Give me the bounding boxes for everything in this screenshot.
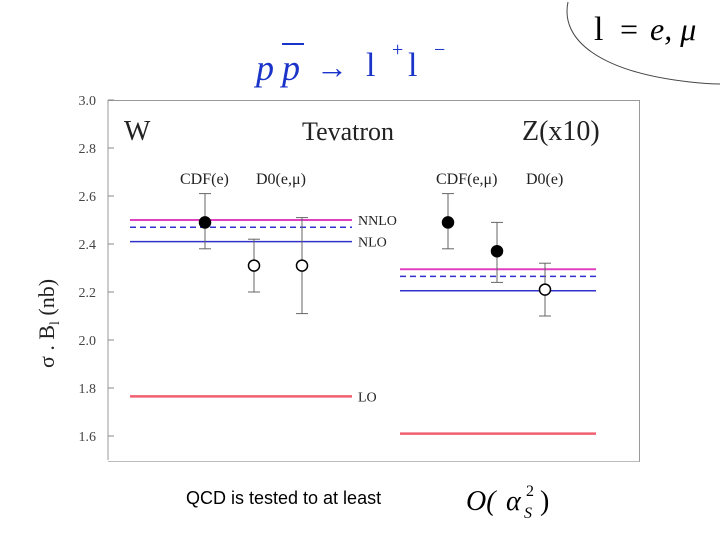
y-tick-label: 2.4 <box>79 238 97 253</box>
plot-frame <box>108 100 640 462</box>
theory-label-nnlo: NNLO <box>358 214 397 229</box>
y-tick-label: 2.2 <box>79 286 97 301</box>
chart-title: Tevatron <box>302 117 394 146</box>
beam-p: p <box>253 48 274 88</box>
y-axis: 1.6 1.8 2.0 2.2 2.4 2.6 2.8 3.0 <box>79 94 114 460</box>
lepton-definition: l = e, μ <box>594 11 696 48</box>
y-tick-label: 3.0 <box>79 94 97 109</box>
y-tick-label: 2.6 <box>79 190 97 205</box>
reaction-formula: p p → l + l − <box>253 39 445 88</box>
lepton-symbol: l <box>594 11 603 48</box>
arrow-symbol: → <box>316 49 348 85</box>
order-sup: 2 <box>526 483 534 500</box>
lepton-1: l <box>366 47 375 84</box>
data-point <box>538 283 552 296</box>
data-point <box>490 244 504 258</box>
equals-sign: = <box>620 11 638 47</box>
panel-label-z: Z(x10) <box>522 116 600 147</box>
plus-sign: + <box>392 39 403 61</box>
beam-pbar: p <box>279 48 300 88</box>
order-O: O( <box>466 486 497 517</box>
order-alpha: α <box>506 486 522 517</box>
callout-ellipse <box>566 1 720 85</box>
data-point <box>441 216 455 229</box>
exp-label-cdf-w: CDF(e) <box>180 171 229 188</box>
minus-sign: − <box>434 39 445 61</box>
order-close: ) <box>540 486 549 517</box>
svg-text:σ . Bl (nb): σ . Bl (nb) <box>34 279 63 368</box>
y-tick-label: 1.6 <box>79 430 97 445</box>
exp-label-cdf-z: CDF(e,μ) <box>436 171 497 188</box>
qcd-order-symbol: O( α 2 S ) <box>466 483 549 522</box>
y-tick-label: 1.8 <box>79 382 97 397</box>
data-point <box>295 259 309 272</box>
y-tick-label: 2.8 <box>79 142 97 157</box>
theory-label-lo: LO <box>358 390 377 405</box>
exp-label-d0-z: D0(e) <box>526 171 563 188</box>
data-point <box>247 259 261 272</box>
data-point <box>198 216 212 229</box>
y-tick-label: 2.0 <box>79 334 97 349</box>
y-axis-label: σ . Bl (nb) <box>34 279 63 368</box>
lepton-2: l <box>408 47 417 84</box>
exp-label-d0-w: D0(e,μ) <box>256 171 306 188</box>
caption-text: QCD is tested to at least <box>186 488 382 508</box>
panel-label-w: W <box>124 116 151 147</box>
lepton-flavours: e, μ <box>650 11 696 47</box>
theory-lines <box>130 219 596 435</box>
theory-label-nlo: NLO <box>358 236 387 251</box>
measurements <box>198 193 552 317</box>
order-sub: S <box>524 505 532 522</box>
